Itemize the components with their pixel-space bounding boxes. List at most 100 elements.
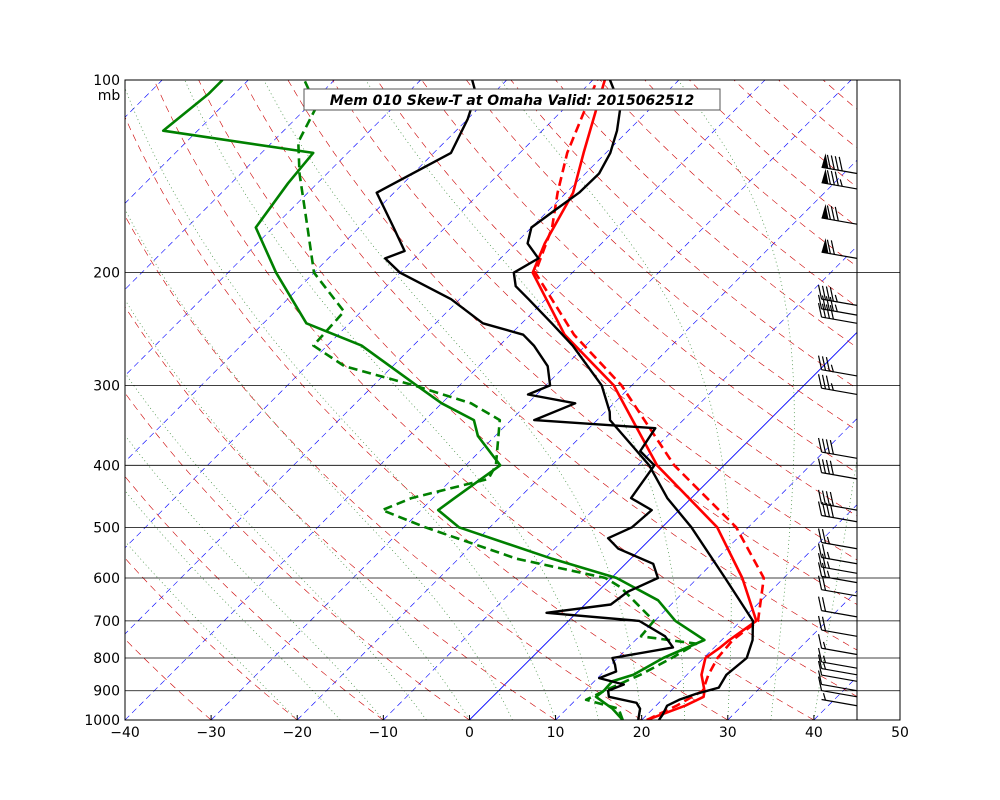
barb-full-feather (821, 529, 827, 544)
isotherm-line (125, 80, 421, 377)
moist-adiabat-line (125, 540, 298, 720)
barb-staff (821, 316, 858, 324)
barb-full-feather (817, 654, 823, 669)
x-tick-label: −30 (196, 725, 226, 741)
barb-half-feather (822, 641, 827, 650)
chart-title: Mem 010 Skew-T at Omaha Valid: 201506251… (303, 88, 721, 111)
barb-flag (821, 203, 829, 220)
wind-barb (817, 528, 858, 550)
isotherm-line (125, 80, 249, 204)
barb-full-feather (817, 552, 823, 568)
wind-barb (817, 615, 858, 637)
dry-adiabat-line (510, 80, 857, 390)
barb-full-feather (825, 356, 831, 372)
barb-staff (821, 689, 858, 698)
pressure-unit-label: mb (98, 88, 121, 104)
isotherm-line (986, 80, 1000, 720)
x-tick-label: 20 (633, 725, 651, 741)
barb-full-feather (838, 156, 843, 172)
barb-full-feather (821, 356, 827, 371)
barb-flag (821, 168, 829, 184)
moist-adiabat-line (813, 457, 857, 720)
barb-half-feather (822, 655, 827, 663)
barb-half-feather (834, 294, 838, 303)
wind-barb (821, 693, 858, 707)
chart-title-text: Mem 010 Skew-T at Omaha Valid: 201506251… (330, 93, 694, 109)
dry-adiabat-line (644, 80, 857, 267)
barb-full-feather (825, 375, 831, 390)
dry-adiabat-line (153, 80, 815, 720)
dry-adiabat-line (555, 80, 857, 348)
barb-staff (821, 556, 858, 565)
moist-adiabat-line (677, 80, 795, 720)
moist-adiabat-line (125, 208, 513, 720)
barb-full-feather (825, 286, 831, 301)
barb-full-feather (817, 528, 823, 543)
barb-staff (821, 369, 858, 377)
barb-staff (821, 217, 858, 225)
barb-full-feather (829, 287, 834, 302)
wind-barb (817, 543, 858, 565)
barb-full-feather (829, 305, 834, 320)
moist-adiabat-line (125, 490, 341, 720)
dry-adiabat-line (125, 116, 728, 720)
barb-full-feather (821, 616, 827, 631)
barb-half-feather (826, 570, 831, 578)
dry-adiabat-line (125, 557, 298, 720)
wind-barb (821, 203, 858, 225)
barb-full-feather (830, 170, 835, 186)
moist-adiabat-line (184, 80, 599, 720)
dry-adiabat-line (822, 80, 857, 110)
wind-barb (817, 647, 858, 669)
wind-barb (821, 153, 858, 175)
isotherm-line (125, 80, 335, 290)
barb-full-feather (817, 615, 823, 631)
wind-barb (817, 596, 858, 618)
barb-full-feather (821, 490, 827, 505)
dry-adiabat-line (125, 475, 384, 720)
barb-full-feather (826, 154, 831, 169)
wind-barb (817, 676, 858, 698)
wind-barb (817, 355, 858, 377)
barb-full-feather (817, 294, 823, 309)
barb-staff (821, 674, 858, 682)
isotherm-line (125, 80, 594, 549)
moist-adiabat-line (125, 434, 384, 720)
dry-adiabat-line (125, 215, 642, 720)
isotherm-line (210, 80, 852, 720)
x-tick-label: −20 (282, 725, 312, 741)
barb-full-feather (817, 355, 823, 370)
barb-full-feather (829, 503, 834, 518)
isotherm-line (125, 80, 680, 635)
barb-full-feather (829, 439, 834, 455)
barb-staff (821, 541, 858, 550)
barb-staff (821, 647, 858, 656)
wind-barb (821, 238, 858, 259)
barb-full-feather (829, 296, 834, 312)
barb-full-feather (817, 660, 823, 676)
barb-full-feather (817, 634, 823, 649)
isotherm-line (125, 80, 163, 118)
barb-staff (821, 629, 858, 637)
x-tick-label: −10 (369, 725, 399, 741)
pressure-tick-label: 700 (93, 614, 120, 630)
wind-barb (817, 374, 858, 396)
barb-full-feather (821, 374, 827, 390)
barb-staff (821, 451, 858, 459)
barb-full-feather (825, 459, 831, 475)
wind-barb (817, 654, 858, 676)
wind-barb (817, 302, 858, 324)
wind-barb (817, 634, 858, 656)
moist-adiabat-line (263, 80, 643, 720)
barb-staff (821, 575, 858, 584)
barb-full-feather (825, 296, 831, 311)
x-tick-label: 30 (719, 725, 737, 741)
moist-adiabat-line (125, 87, 556, 720)
pressure-tick-label: 600 (93, 571, 120, 587)
dry-adiabat-line (421, 80, 857, 474)
barb-staff (821, 589, 858, 597)
barb-full-feather (821, 553, 827, 568)
dry-adiabat-line (125, 392, 470, 720)
pressure-tick-label: 500 (93, 520, 120, 536)
